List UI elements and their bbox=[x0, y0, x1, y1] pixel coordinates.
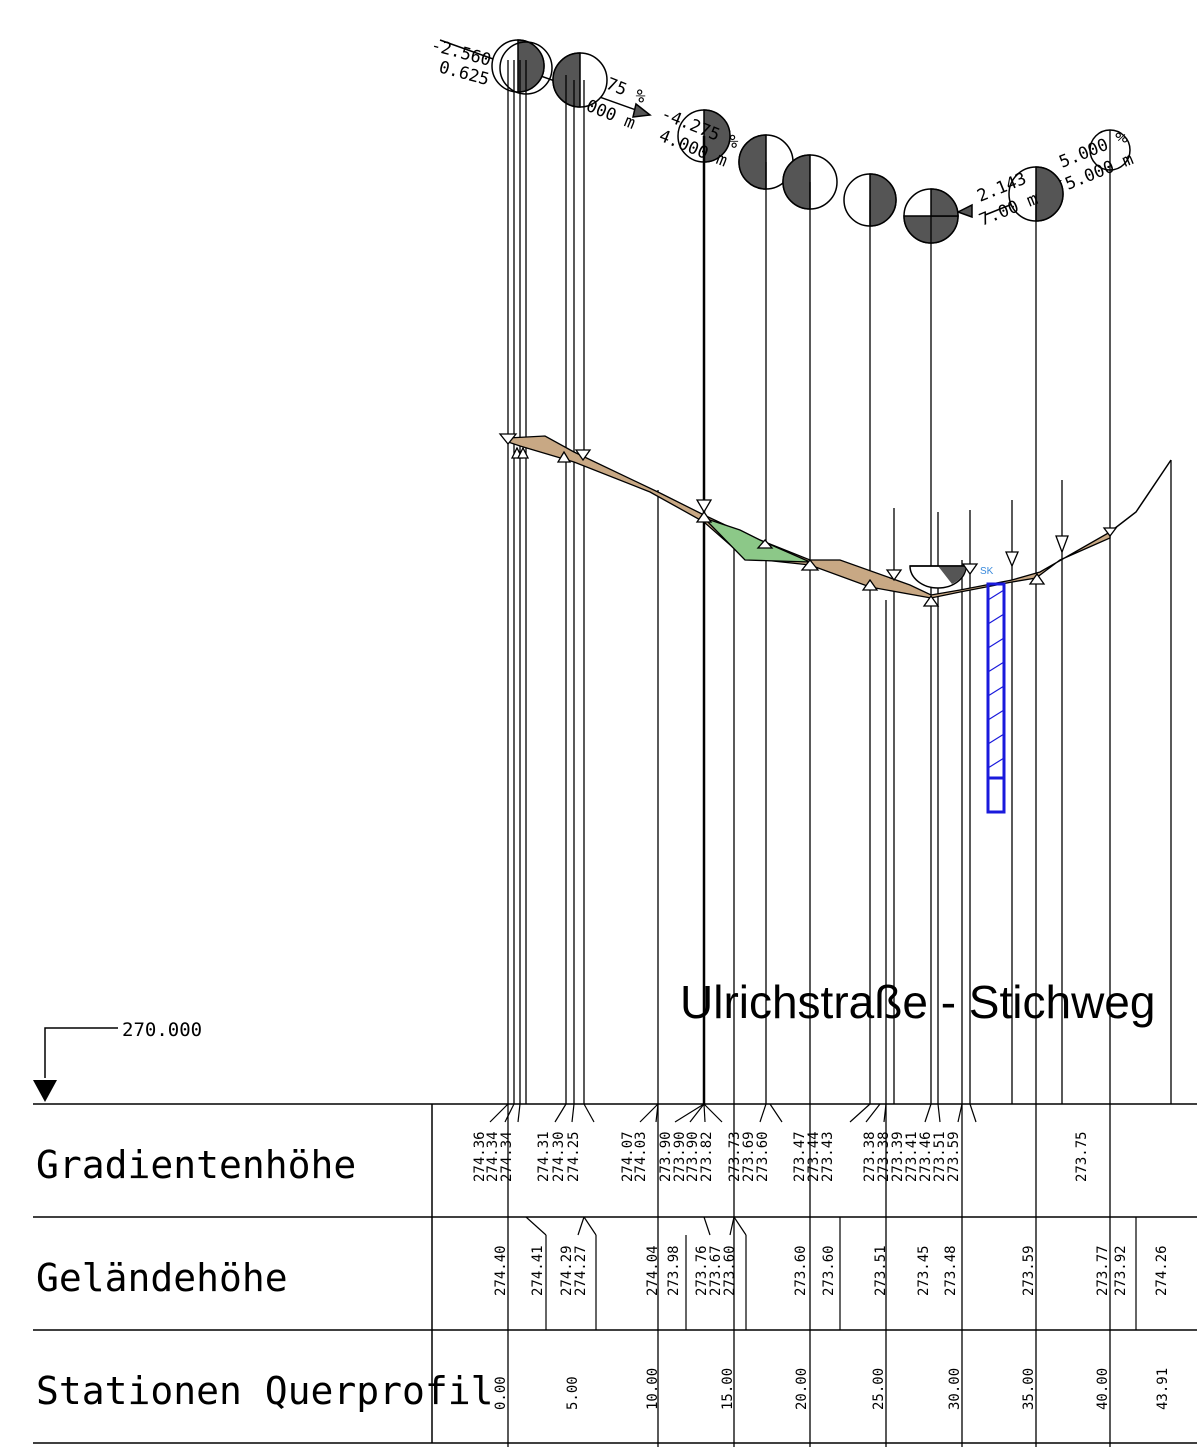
gradient-ticks bbox=[489, 1103, 977, 1123]
row-label-gradient: Gradientenhöhe bbox=[36, 1143, 356, 1187]
gradient-value: 274.03 bbox=[633, 1131, 649, 1182]
terrain-band bbox=[507, 435, 1111, 599]
gradient-value: 274.31 bbox=[536, 1131, 552, 1182]
gradient-value: 273.90 bbox=[658, 1131, 674, 1182]
gradient-value: 273.73 bbox=[727, 1131, 743, 1182]
gradient-value: 273.43 bbox=[820, 1131, 836, 1182]
ditch-fill bbox=[938, 566, 966, 584]
station-value: 0.00 bbox=[493, 1376, 509, 1410]
station-value: 40.00 bbox=[1095, 1368, 1111, 1410]
terrain-value: 274.29 bbox=[559, 1245, 575, 1296]
terrain-value: 273.92 bbox=[1113, 1245, 1129, 1296]
terrain-value: 273.60 bbox=[821, 1245, 837, 1296]
row-label-stations: Stationen Querprofil bbox=[36, 1369, 494, 1413]
terrain-value: 273.60 bbox=[722, 1245, 738, 1296]
terrain-value: 273.45 bbox=[916, 1245, 932, 1296]
shaft bbox=[986, 582, 1006, 814]
profile-markers bbox=[498, 433, 1118, 607]
gradient-value: 273.38 bbox=[876, 1131, 892, 1182]
terrain-value: 274.27 bbox=[573, 1245, 589, 1296]
section-title: Ulrichstraße - Stichweg bbox=[680, 976, 1155, 1028]
gradient-value: 274.07 bbox=[620, 1131, 636, 1182]
gradient-value: 274.36 bbox=[472, 1131, 488, 1182]
terrain-value: 273.98 bbox=[666, 1245, 682, 1296]
row-label-terrain: Geländehöhe bbox=[36, 1256, 288, 1300]
terrain-profile: SK bbox=[498, 433, 1172, 607]
terrain-value: 273.48 bbox=[943, 1245, 959, 1296]
gradient-value: 273.39 bbox=[890, 1131, 906, 1182]
gradient-value: 273.51 bbox=[932, 1131, 948, 1182]
cut-area bbox=[703, 517, 811, 563]
gradient-value: 273.46 bbox=[918, 1131, 934, 1182]
gradient-value: 274.30 bbox=[551, 1131, 567, 1182]
gradient-value: 273.47 bbox=[792, 1131, 808, 1182]
terrain-line bbox=[1109, 459, 1172, 533]
terrain-value: 273.51 bbox=[873, 1245, 889, 1296]
gradient-value: 273.59 bbox=[946, 1131, 962, 1182]
station-value: 15.00 bbox=[720, 1368, 736, 1410]
terrain-value: 273.67 bbox=[708, 1245, 724, 1296]
terrain-value: 274.41 bbox=[530, 1245, 546, 1296]
station-value: 10.00 bbox=[645, 1368, 661, 1410]
shaft-label: SK bbox=[980, 566, 994, 577]
vertical-lines bbox=[507, 60, 1172, 1447]
terrain-value: 273.59 bbox=[1021, 1245, 1037, 1296]
terrain-value: 274.40 bbox=[493, 1245, 509, 1296]
station-value: 43.91 bbox=[1155, 1368, 1171, 1410]
gradient-value: 273.60 bbox=[755, 1131, 771, 1182]
gradient-value: 274.34 bbox=[485, 1131, 501, 1182]
terrain-value: 274.26 bbox=[1154, 1245, 1170, 1296]
datum-label: 270.000 bbox=[122, 1019, 202, 1041]
station-value: 30.00 bbox=[947, 1368, 963, 1410]
gradient-value: 273.75 bbox=[1074, 1131, 1090, 1182]
terrain-value: 273.60 bbox=[793, 1245, 809, 1296]
gradient-value: 273.90 bbox=[685, 1131, 701, 1182]
gradient-value: 273.82 bbox=[699, 1131, 715, 1182]
terrain-value: 273.77 bbox=[1095, 1245, 1111, 1296]
station-values: 0.00 5.00 10.00 15.00 20.00 25.00 30.00 35.00 40… bbox=[493, 1368, 1171, 1410]
gradient-value: 273.90 bbox=[672, 1131, 688, 1182]
datum-marker: 270.000 bbox=[33, 1019, 202, 1102]
gradient-value: 273.44 bbox=[806, 1131, 822, 1182]
station-value: 5.00 bbox=[565, 1376, 581, 1410]
station-value: 25.00 bbox=[871, 1368, 887, 1410]
gradient-value: 273.38 bbox=[862, 1131, 878, 1182]
gradient-value: 273.41 bbox=[904, 1131, 920, 1182]
station-value: 35.00 bbox=[1021, 1368, 1037, 1410]
terrain-value: 273.76 bbox=[694, 1245, 710, 1296]
gradient-value: 274.25 bbox=[566, 1131, 582, 1182]
terrain-ticks bbox=[525, 1216, 1137, 1330]
band-table bbox=[33, 1103, 1197, 1444]
gradient-value: 274.34 bbox=[499, 1131, 515, 1182]
gradient-value: 273.69 bbox=[741, 1131, 757, 1182]
terrain-value: 274.04 bbox=[645, 1245, 661, 1296]
station-value: 20.00 bbox=[794, 1368, 810, 1410]
slope-indicators bbox=[439, 39, 1131, 244]
